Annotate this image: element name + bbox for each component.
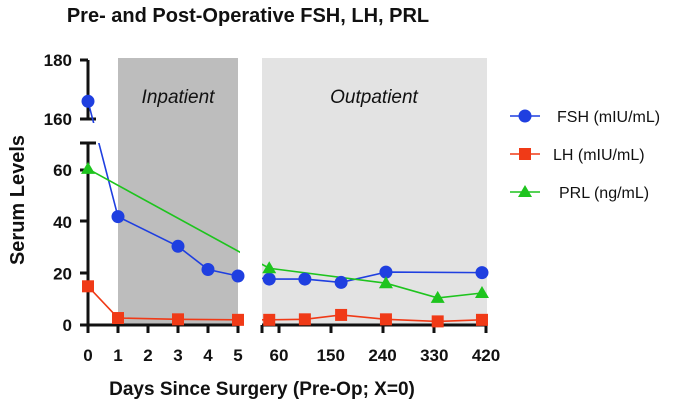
fsh-point	[298, 272, 312, 286]
fsh-point	[334, 275, 348, 289]
x-axis-label: Days Since Surgery (Pre-Op; X=0)	[109, 379, 415, 400]
y-tick-label: 40	[53, 213, 72, 232]
fsh-point	[111, 210, 125, 224]
prl-point	[378, 276, 393, 289]
fsh-point	[81, 94, 95, 108]
prl-line	[87, 168, 240, 299]
legend-item-prl: PRL (ng/mL)	[510, 185, 649, 202]
legend-label: FSH (mIU/mL)	[557, 109, 660, 126]
x-tick-label: 330	[420, 346, 448, 365]
prl-point	[430, 290, 445, 303]
y-tick-label: 160	[44, 110, 72, 129]
x-tick-label: 4	[203, 346, 213, 365]
lh-point	[172, 313, 184, 326]
prl-point	[262, 261, 277, 274]
region-label-inpatient: Inpatient	[142, 87, 216, 108]
fsh-point	[201, 263, 215, 277]
fsh-point	[262, 272, 276, 286]
lh-point	[379, 313, 392, 326]
y-axis-label: Serum Levels	[7, 135, 29, 265]
legend-circle-icon	[518, 109, 532, 123]
legend-item-fsh: FSH (mIU/mL)	[510, 109, 660, 126]
lh-point	[335, 308, 348, 321]
fsh-line	[87, 101, 240, 284]
legend-square-icon	[519, 148, 531, 160]
x-tick-label: 420	[472, 346, 500, 365]
x-tick-label: 1	[113, 346, 122, 365]
lh-point	[263, 313, 276, 326]
x-tick-label: 5	[233, 346, 242, 365]
legend: FSH (mIU/mL) LH (mIU/mL) PRL (ng/mL)	[510, 109, 660, 202]
region-label-outpatient: Outpatient	[330, 87, 418, 108]
legend-triangle-icon	[518, 185, 532, 197]
fsh-point	[379, 265, 393, 279]
chart-title: Pre- and Post-Operative FSH, LH, PRL	[67, 5, 429, 27]
lh-point	[431, 315, 444, 328]
lh-point	[232, 313, 244, 326]
lh-point	[82, 280, 94, 293]
lh-point	[298, 313, 311, 326]
x-tick-label: 2	[143, 346, 152, 365]
x-tick-label: 3	[173, 346, 182, 365]
x-tick-label: 60	[270, 346, 289, 365]
fsh-line	[262, 271, 482, 284]
y-tick-label: 0	[63, 316, 72, 335]
legend-label: LH (mIU/mL)	[553, 147, 645, 164]
fsh-point	[171, 239, 185, 253]
region-inpatient	[118, 58, 238, 325]
y-tick-label: 20	[53, 264, 72, 283]
legend-item-lh: LH (mIU/mL)	[510, 147, 645, 164]
prl-point	[474, 286, 489, 299]
lh-point	[112, 312, 124, 325]
fsh-point	[475, 266, 489, 280]
lh-line	[87, 285, 240, 323]
x-tick-label: 150	[317, 346, 345, 365]
fsh-point	[231, 269, 245, 283]
lh-point	[475, 313, 488, 326]
x-tick-label: 0	[83, 346, 92, 365]
lh-line	[262, 314, 483, 323]
y-tick-label: 60	[53, 161, 72, 180]
axes	[80, 58, 488, 333]
prl-point	[81, 161, 95, 174]
legend-label: PRL (ng/mL)	[559, 185, 649, 202]
y-tick-label: 180	[44, 51, 72, 70]
x-tick-label: 240	[368, 346, 396, 365]
